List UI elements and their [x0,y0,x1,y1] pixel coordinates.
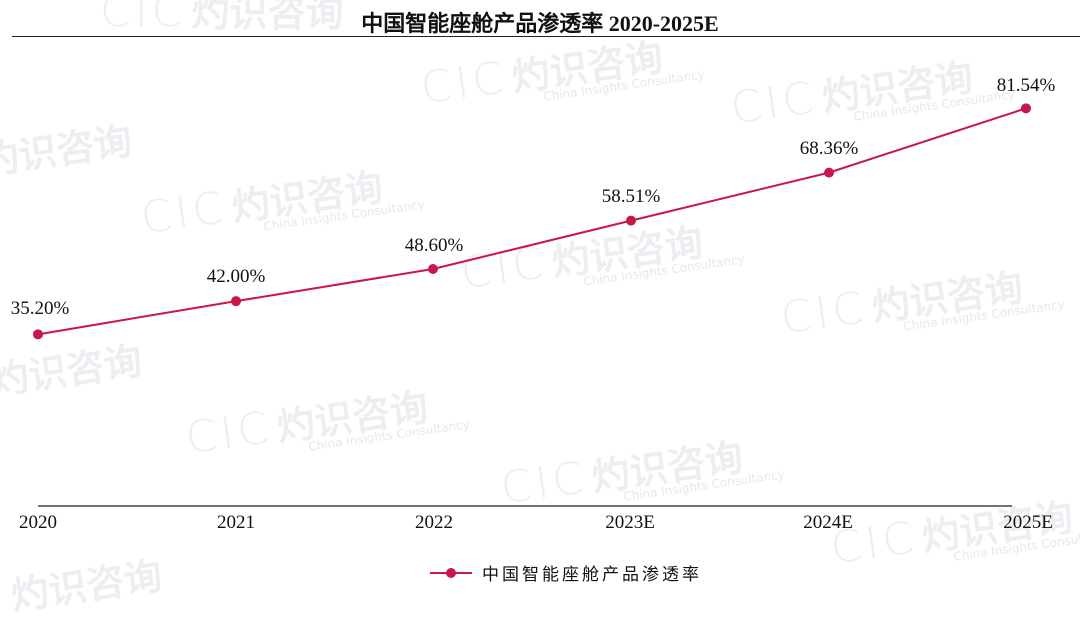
data-label: 35.20% [10,298,70,319]
series-line [37,107,1027,336]
data-point-marker [33,329,43,340]
line-chart [33,103,1031,507]
data-point-marker [626,215,636,226]
data-label: 58.51% [601,186,661,207]
x-label: 2024E [803,512,853,533]
series-markers [33,103,1031,340]
x-label: 2020 [19,512,57,533]
x-label: 2025E [1003,512,1053,533]
x-label: 2022 [415,512,453,533]
legend: 中国智能座舱产品渗透率 [430,560,702,585]
data-label: 81.54% [996,75,1056,96]
data-label: 42.00% [206,266,266,287]
data-label: 68.36% [799,138,859,159]
chart-title: 中国智能座舱产品渗透率 2020-2025E [361,11,719,36]
data-point-marker [1021,103,1031,114]
x-label: 2021 [217,512,255,533]
data-point-marker [824,167,834,178]
title-divider [12,36,1080,37]
x-label: 2023E [605,512,655,533]
data-point-marker [231,296,241,307]
data-point-marker [428,263,438,274]
data-label: 48.60% [404,235,464,256]
legend-label: 中国智能座舱产品渗透率 [482,565,702,585]
legend-line-marker-icon [430,567,472,578]
